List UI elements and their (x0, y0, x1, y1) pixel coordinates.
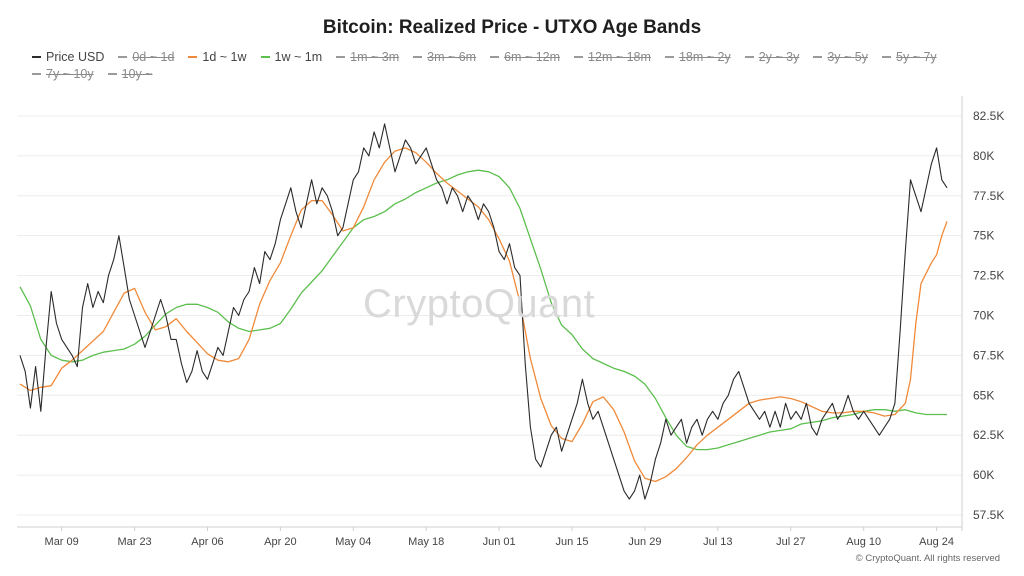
legend-item[interactable]: 1m ~ 3m (336, 50, 399, 64)
legend-swatch (413, 56, 423, 58)
legend-item[interactable]: 7y ~ 10y (32, 67, 94, 81)
watermark-logo: CryptoQuant (363, 282, 596, 326)
legend-label: 12m ~ 18m (588, 50, 651, 64)
legend-swatch (490, 56, 500, 58)
legend-item[interactable]: 10y ~ (107, 67, 153, 81)
legend-swatch (336, 56, 346, 58)
legend-item[interactable]: 6m ~ 12m (490, 50, 560, 64)
legend-swatch (107, 73, 117, 75)
chart-legend: Price USD 0d ~ 1d 1d ~ 1w 1w ~ 1m 1m ~ 3m 3m … (32, 50, 1007, 81)
x-tick-label: May 18 (408, 536, 444, 548)
y-tick-label: 75K (973, 229, 994, 243)
series-line-price-usd (19, 123, 948, 500)
x-tick-label: Jun 29 (628, 536, 661, 548)
y-tick-label: 60K (973, 468, 994, 482)
legend-label: 5y ~ 7y (896, 50, 937, 64)
legend-label: 1m ~ 3m (350, 50, 400, 64)
legend-label: Price USD (46, 50, 105, 64)
copyright-credit: © CryptoQuant. All rights reserved (855, 553, 1000, 564)
legend-label: 2y ~ 3y (758, 50, 800, 64)
legend-item[interactable]: 18m ~ 2y (664, 50, 731, 64)
legend-label: 1d ~ 1w (202, 50, 247, 64)
legend-swatch (118, 56, 128, 58)
x-tick-label: Mar 09 (45, 536, 79, 548)
x-tick-label: Jul 13 (703, 536, 732, 548)
y-tick-label: 57.5K (973, 508, 1004, 522)
y-tick-label: 65K (973, 388, 994, 402)
legend-swatch (664, 56, 674, 58)
legend-label: 1w ~ 1m (274, 50, 323, 64)
legend-label: 3y ~ 5y (827, 50, 869, 64)
legend-item[interactable]: Price USD (32, 50, 104, 64)
legend-swatch (813, 56, 823, 58)
legend-item[interactable]: 3y ~ 5y (813, 50, 868, 64)
x-tick-label: Jun 01 (483, 536, 516, 548)
x-tick-label: May 04 (335, 536, 371, 548)
y-tick-label: 62.5K (973, 428, 1004, 442)
y-tick-label: 70K (973, 308, 994, 322)
chart-title: Bitcoin: Realized Price - UTXO Age Bands (322, 17, 702, 38)
x-tick-label: Apr 06 (191, 536, 223, 548)
legend-swatch (188, 56, 198, 58)
legend-swatch (32, 56, 41, 58)
x-tick-label: Aug 24 (919, 536, 954, 548)
x-tick-label: Mar 23 (117, 536, 151, 548)
y-tick-label: 72.5K (973, 269, 1004, 283)
y-tick-label: 82.5K (973, 109, 1004, 123)
legend-label: 0d ~ 1d (132, 50, 175, 64)
x-tick-label: Apr 20 (264, 536, 296, 548)
legend-swatch (882, 56, 892, 58)
x-tick-label: Jun 15 (556, 536, 589, 548)
legend-label: 18m ~ 2y (678, 50, 731, 64)
legend-item[interactable]: 12m ~ 18m (574, 50, 651, 64)
x-tick-label: Jul 27 (776, 536, 805, 548)
series-line-1d-1w (19, 147, 948, 483)
legend-swatch (32, 73, 41, 75)
series-line-1w-1m (19, 169, 947, 451)
x-tick-label: Aug 10 (846, 536, 881, 548)
legend-item[interactable]: 5y ~ 7y (882, 50, 937, 64)
legend-item[interactable]: 3m ~ 6m (413, 50, 476, 64)
legend-item[interactable]: 2y ~ 3y (744, 50, 800, 64)
legend-swatch (744, 56, 754, 58)
y-tick-label: 67.5K (973, 348, 1004, 362)
legend-swatch (260, 56, 270, 58)
legend-label: 10y ~ (121, 67, 153, 81)
legend-swatch (574, 56, 584, 58)
legend-label: 6m ~ 12m (504, 50, 561, 64)
legend-item[interactable]: 1w ~ 1m (260, 50, 323, 64)
legend-item[interactable]: 0d ~ 1d (118, 50, 174, 64)
y-tick-label: 80K (973, 149, 994, 163)
legend-label: 3m ~ 6m (427, 50, 477, 64)
legend-item[interactable]: 1d ~ 1w (188, 50, 247, 64)
legend-label: 7y ~ 10y (46, 67, 94, 81)
y-tick-label: 77.5K (973, 189, 1004, 203)
